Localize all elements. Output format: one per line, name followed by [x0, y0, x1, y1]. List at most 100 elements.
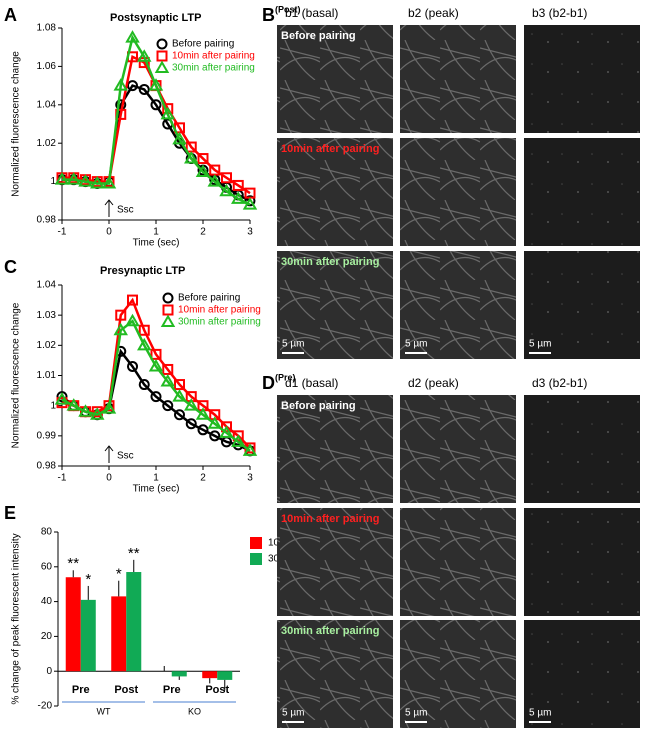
micrograph [400, 138, 516, 246]
y-tick-label: 80 [41, 527, 53, 538]
x-tick-label: -1 [58, 227, 67, 238]
data-point [127, 360, 138, 372]
micrograph [524, 251, 640, 359]
y-tick-label: 40 [41, 596, 53, 607]
bar [217, 671, 233, 680]
x-axis-label: Time (sec) [133, 238, 180, 249]
column-header: d3 (b2-b1) [532, 376, 587, 390]
x-tick-label: Pre [72, 684, 90, 696]
annotation: Ssc [117, 205, 134, 216]
x-tick-label: Pre [163, 684, 181, 696]
micrograph [524, 508, 640, 616]
micrograph [524, 395, 640, 503]
data-point [113, 78, 128, 91]
micrograph [277, 138, 393, 246]
bar [126, 572, 142, 672]
micrograph [277, 395, 393, 503]
data-point [232, 179, 244, 191]
y-tick-label: 1.04 [37, 280, 57, 291]
micrograph [400, 508, 516, 616]
micrograph [524, 138, 640, 246]
x-tick-label: -1 [58, 473, 67, 484]
y-tick-label: 0.98 [37, 215, 57, 226]
data-point [184, 151, 199, 164]
data-point [113, 322, 128, 336]
data-point [209, 430, 221, 442]
scale-bar-label: 5 µm [529, 708, 551, 719]
panel-label: A [4, 5, 17, 25]
panel-label: D [262, 373, 275, 393]
y-tick-label: 1.03 [37, 310, 57, 321]
x-tick-label: Post [114, 684, 138, 696]
significance: ** [67, 555, 79, 572]
y-axis-label: Normalized fluorescence change [11, 302, 22, 448]
scale-bar-label: 5 µm [405, 708, 427, 719]
data-point [221, 172, 232, 184]
legend-label: 10min after pairing [178, 305, 261, 316]
legend-label: 10min after pairing [172, 51, 255, 62]
legend-label: 30min after pairing [172, 63, 255, 74]
data-point [219, 425, 234, 438]
legend-marker [156, 38, 168, 50]
data-point [242, 443, 258, 456]
y-tick-label: 1 [50, 400, 56, 411]
x-tick-label: 3 [247, 227, 253, 238]
data-point [160, 106, 175, 120]
data-point [231, 434, 246, 447]
stimulus-arrow [104, 445, 114, 463]
x-tick-label: 1 [153, 227, 159, 238]
data-point [66, 398, 81, 411]
legend-label: 30min after pairing [178, 317, 261, 328]
x-tick-label: Post [205, 684, 229, 696]
data-point [197, 153, 209, 165]
column-header: b2 (peak) [408, 6, 459, 20]
significance: * [85, 571, 91, 588]
bar [202, 671, 218, 679]
chart-title: Postsynaptic LTP [110, 12, 201, 24]
micrograph [277, 620, 393, 728]
y-tick-label: 0.98 [37, 461, 57, 472]
legend-marker [154, 60, 170, 73]
data-point [150, 99, 162, 111]
data-point [174, 379, 185, 391]
data-point [137, 337, 152, 351]
data-point [162, 400, 174, 412]
data-point [219, 183, 234, 197]
panel-sublabel: (Post) [275, 4, 301, 14]
group-label: WT [97, 706, 111, 716]
bar [171, 671, 187, 677]
data-point [162, 363, 174, 375]
stimulus-arrow [104, 199, 114, 217]
y-tick-label: 0 [46, 666, 52, 677]
legend-marker [162, 292, 174, 304]
data-point [172, 131, 187, 145]
column-header: b3 (b2-b1) [532, 6, 587, 20]
significance: ** [128, 545, 140, 562]
row-label: 10min after pairing [281, 513, 379, 525]
micrograph [400, 251, 516, 359]
y-axis-label: % change of peak fluorescent intensity [11, 533, 22, 704]
y-tick-label: 1.08 [37, 23, 57, 34]
panel-sublabel: (Pre) [275, 372, 296, 382]
bar [111, 596, 127, 672]
data-point [195, 164, 211, 177]
column-header: d1 (basal) [285, 376, 338, 390]
data-point [54, 172, 70, 185]
row-label: Before pairing [281, 30, 356, 42]
micrograph [524, 620, 640, 728]
data-point [195, 407, 211, 420]
data-point [90, 407, 105, 420]
micrograph [524, 25, 640, 133]
data-point [101, 401, 117, 414]
y-tick-label: -20 [38, 701, 53, 712]
legend-marker [160, 314, 176, 327]
data-point [185, 418, 197, 430]
data-point [115, 309, 127, 321]
data-point [66, 172, 81, 185]
data-point [197, 424, 209, 436]
annotation: Ssc [117, 451, 134, 462]
y-tick-label: 0.99 [37, 430, 57, 441]
data-point [174, 409, 185, 421]
y-tick-label: 1.02 [37, 138, 57, 149]
significance: * [116, 566, 122, 583]
